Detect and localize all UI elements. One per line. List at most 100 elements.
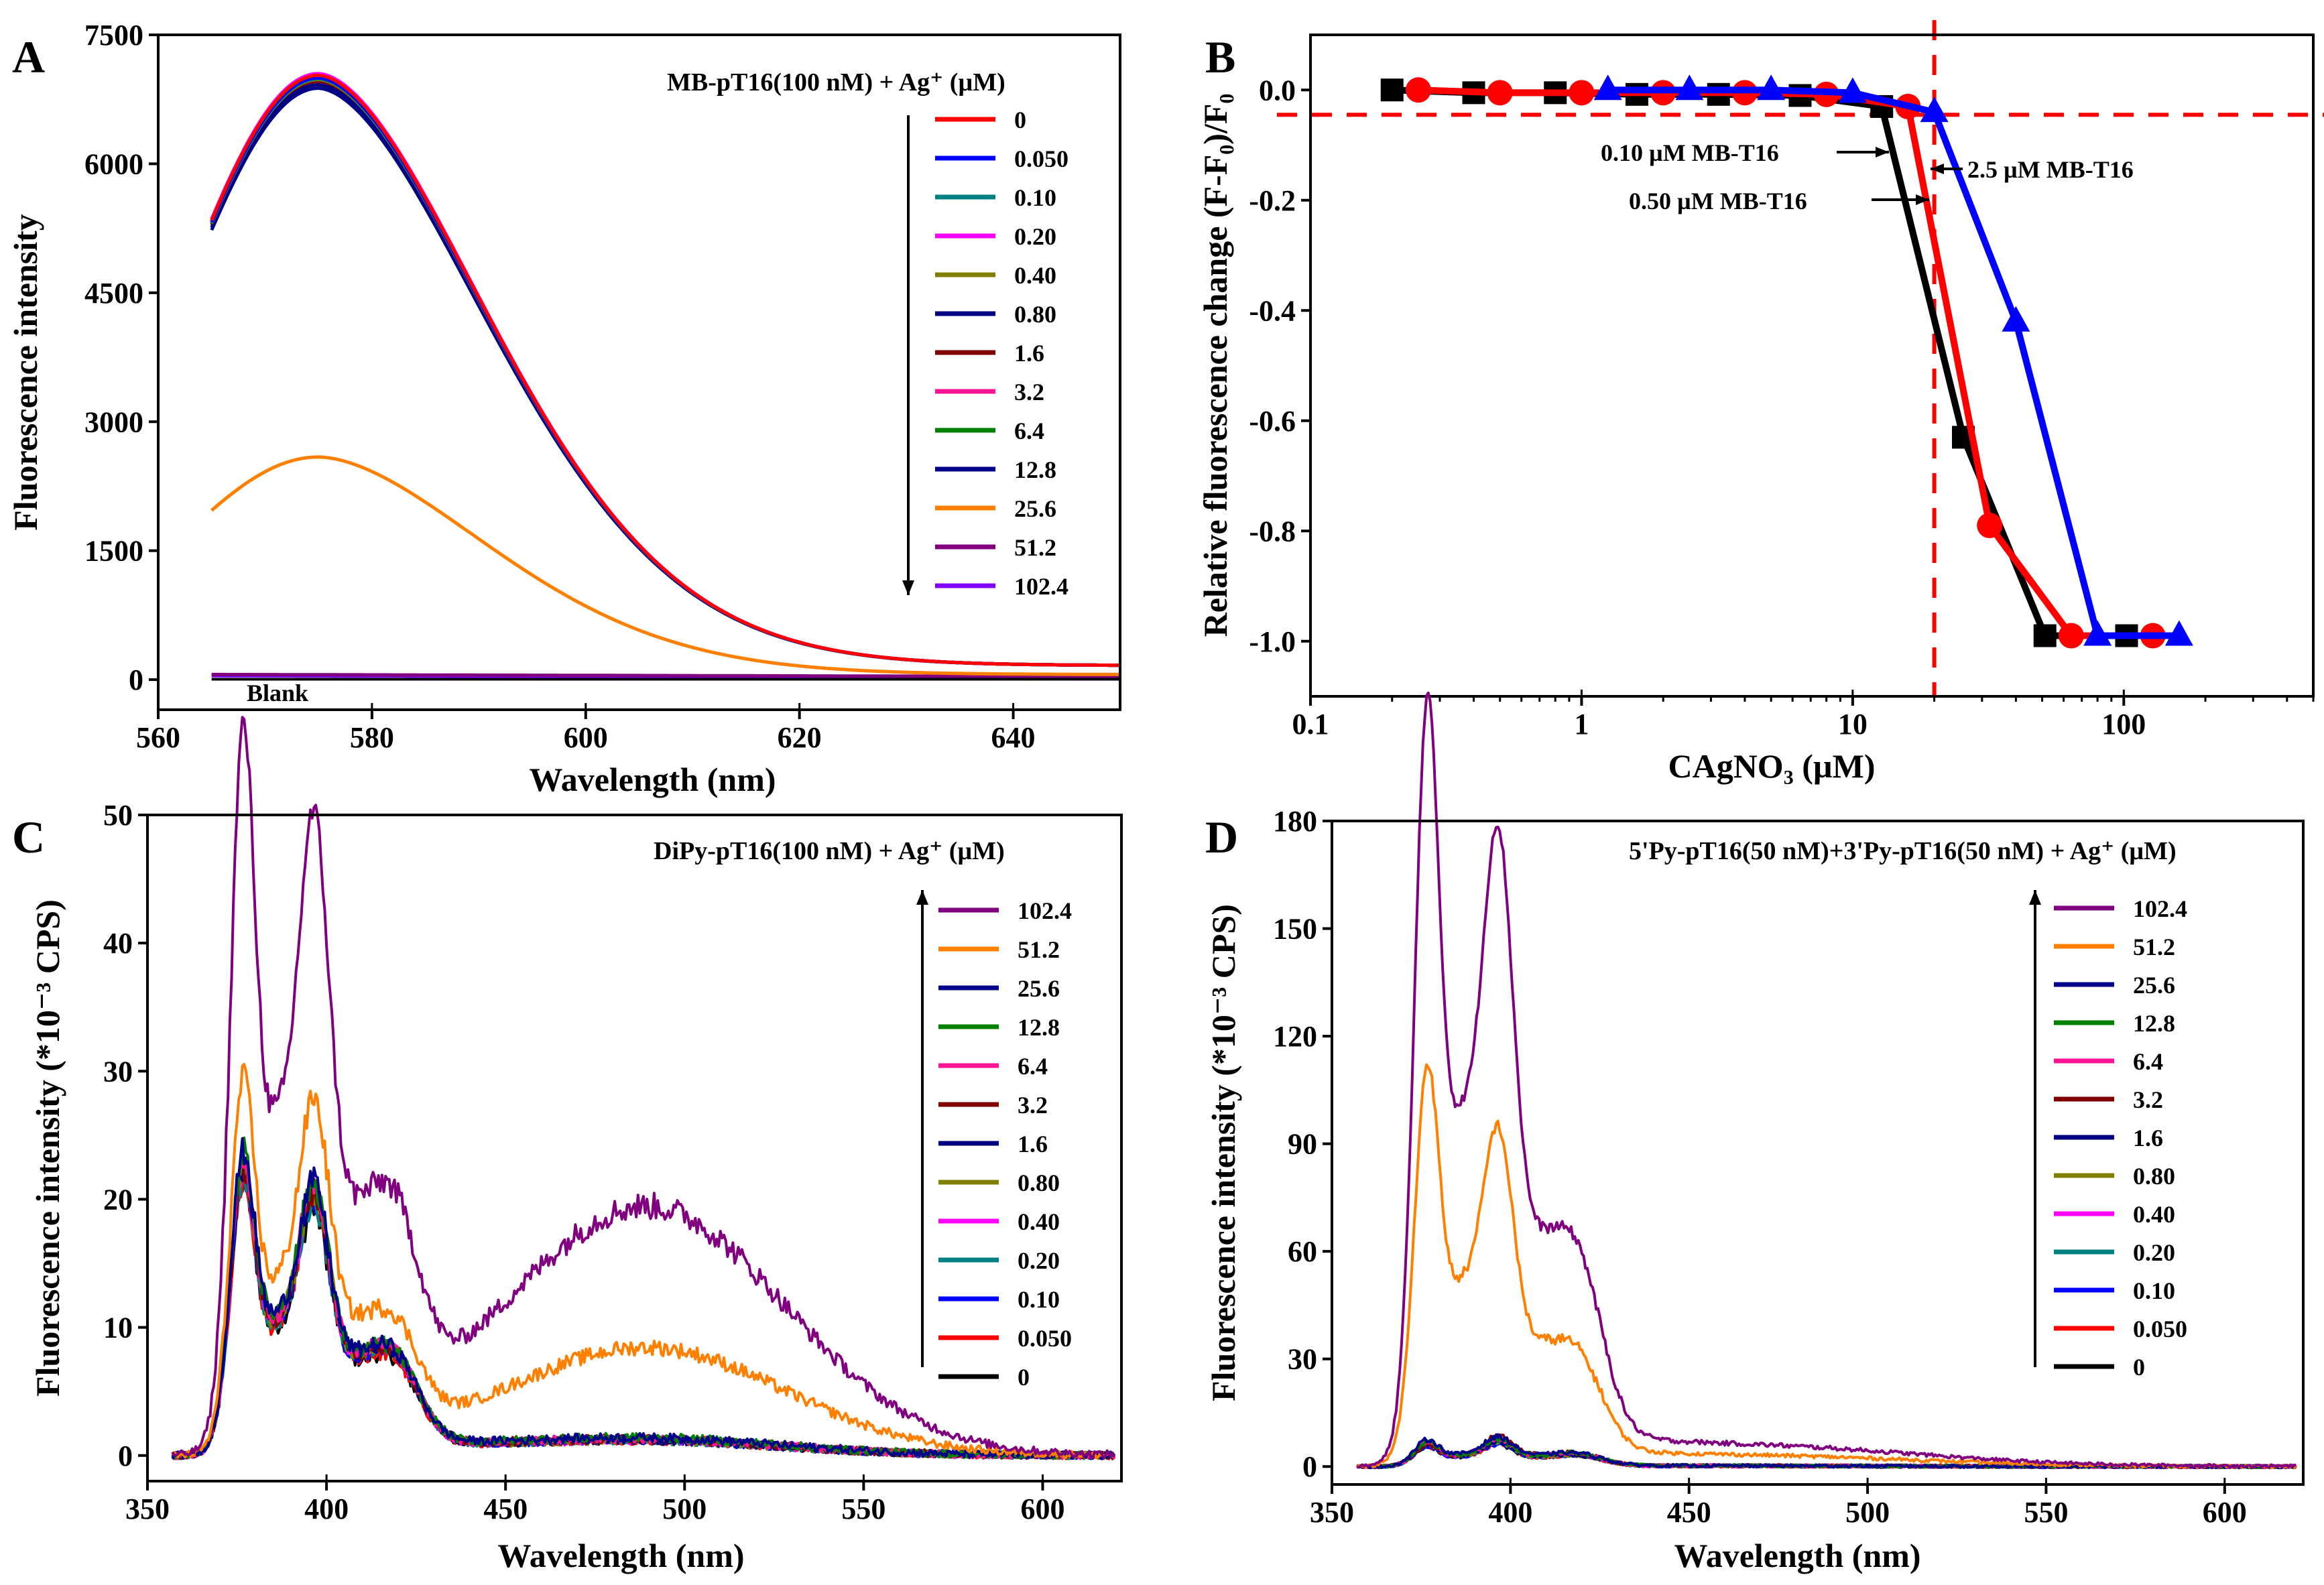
panel-a-y-tick-label: 3000 [84, 405, 143, 438]
panel-a-legend-label: 51.2 [1014, 534, 1056, 561]
panel-a-legend-label: 0 [1014, 107, 1026, 133]
panel-d-x-tick-label: 500 [1845, 1496, 1890, 1529]
panel-a-legend-label: 102.4 [1014, 573, 1068, 600]
panel-d-legend-title: 5'Py-pT16(50 nM)+3'Py-pT16(50 nM) + Ag⁺ … [1629, 837, 2177, 865]
panel-b-series-label-2: 2.5 µM MB-T16 [1967, 156, 2134, 183]
panel-c-y-tick-label: 0 [118, 1440, 133, 1472]
panel-b-series-line [1607, 86, 2179, 639]
panel-d-x-tick-label: 600 [2203, 1496, 2247, 1529]
panel-b-point [2033, 624, 2057, 647]
panel-b-point [1920, 97, 1949, 123]
panel-a-x-tick-label: 640 [991, 721, 1036, 754]
panel-a-y-tick-label: 1500 [84, 535, 143, 568]
panel-b-point [1569, 80, 1595, 106]
panel-d-legend-label: 0.40 [2133, 1201, 2175, 1228]
panel-d-legend-label: 102.4 [2133, 895, 2187, 922]
panel-d-x-axis-title: Wavelength (nm) [1674, 1537, 1920, 1574]
panel-c-series-line [171, 1063, 1115, 1460]
panel-d-legend-label: 6.4 [2133, 1048, 2163, 1075]
panel-a-legend-label: 3.2 [1014, 379, 1044, 405]
panel-c-y-tick-label: 20 [103, 1183, 133, 1216]
panel-c-legend-label: 0.80 [1018, 1169, 1060, 1196]
panel-a-y-axis-title: Fluorescence intensity [7, 214, 44, 531]
panel-d-y-tick-label: 180 [1273, 805, 1317, 838]
panel-c-legend-label: 3.2 [1018, 1092, 1048, 1119]
panel-a-plot-frame [157, 34, 1121, 711]
panel-a-y-tick-label: 0 [129, 663, 143, 696]
panel-a-y-tick-label: 4500 [84, 277, 143, 310]
panel-c-y-axis-title: Fluorescence intensity (*10⁻³ CPS) [29, 899, 66, 1397]
panel-b-plot-frame [1309, 34, 2315, 698]
panel-b-x-tick-label: 1 [1574, 708, 1589, 741]
panel-c-y-tick-label: 30 [103, 1055, 133, 1088]
panel-b-y-tick-label: -0.4 [1249, 294, 1296, 327]
panel-d-legend-label: 3.2 [2133, 1086, 2163, 1113]
panel-d-y-tick-label: 30 [1288, 1343, 1317, 1376]
panel-d-legend-label: 0.050 [2133, 1316, 2187, 1342]
panel-c-y-tick-label: 40 [103, 927, 133, 960]
panel-d-legend-label: 51.2 [2133, 934, 2175, 960]
panel-d-x-tick-label: 450 [1667, 1496, 1711, 1529]
panel-a-series-line [211, 672, 1120, 679]
panel-c-x-tick-label: 350 [125, 1493, 170, 1525]
panel-a-series-line [210, 78, 1120, 668]
panel-a-series-line [210, 76, 1120, 668]
panel-b-point [1405, 77, 1431, 103]
panel-d-x-tick-label: 400 [1488, 1496, 1532, 1529]
panel-b-annotation-arrow-head [1876, 147, 1889, 157]
panel-c-legend-label: 51.2 [1018, 936, 1060, 963]
panel-d-y-tick-label: 0 [1302, 1450, 1317, 1483]
panel-a-legend-label: 25.6 [1014, 495, 1056, 522]
panel-b-letter: B [1205, 31, 1235, 82]
panel-a-series-line [210, 76, 1120, 668]
panel-d-y-tick-label: 120 [1273, 1020, 1317, 1053]
panel-a-legend-label: 6.4 [1014, 418, 1044, 444]
panel-c-series-line [171, 1137, 1115, 1460]
panel-d-legend-label: 0.80 [2133, 1163, 2175, 1190]
panel-c-series-line [171, 716, 1116, 1459]
panel-c-plot-frame [146, 814, 1123, 1482]
panel-b: B CAgNO₃ (µM) Relative fluorescence chan… [1197, 20, 2324, 785]
panel-a-series-line [210, 74, 1120, 668]
panel-c-legend-label: 12.8 [1018, 1014, 1060, 1041]
panel-d-x-tick-label: 350 [1310, 1496, 1354, 1529]
panel-d-legend-label: 0.10 [2133, 1277, 2175, 1304]
panel-a-series-line [210, 455, 1120, 676]
panel-d-series-line [1357, 691, 2297, 1469]
panel-c-series-line [171, 1175, 1115, 1460]
panel-c-x-tick-label: 450 [483, 1493, 528, 1525]
panel-d-legend-arrow-head [2029, 890, 2041, 905]
panel-a-x-axis-title: Wavelength (nm) [529, 761, 776, 798]
panel-d-plot-frame [1331, 820, 2305, 1486]
panel-b-x-tick-label: 100 [2101, 708, 2146, 741]
panel-c-legend-label: 0.050 [1018, 1325, 1072, 1352]
panel-c-x-axis-title: Wavelength (nm) [497, 1537, 744, 1574]
panel-b-y-axis-title: Relative fluorescence change (F-F₀)/F₀ [1197, 94, 1234, 637]
panel-a-legend-label: 1.6 [1014, 340, 1044, 367]
panel-b-series-label-1: 0.50 µM MB-T16 [1629, 188, 1807, 214]
panel-b-series-label-0: 0.10 µM MB-T16 [1601, 139, 1779, 166]
panel-b-y-tick-label: -0.6 [1249, 405, 1296, 438]
panel-a-x-tick-label: 620 [778, 721, 822, 754]
panel-c-legend-label: 0.40 [1018, 1208, 1060, 1235]
panel-d-legend-label: 1.6 [2133, 1125, 2163, 1151]
panel-b-x-tick-label: 0.1 [1292, 708, 1329, 741]
panel-a-y-tick-label: 6000 [84, 147, 143, 180]
panel-a-x-tick-label: 560 [136, 721, 180, 754]
panel-d: D Wavelength (nm) Fluorescence intensity… [1205, 691, 2305, 1574]
panel-c-x-tick-label: 400 [304, 1493, 349, 1525]
panel-b-point [1838, 77, 1867, 103]
panel-b-point [1487, 80, 1513, 106]
panel-c-legend-label: 0 [1018, 1364, 1030, 1391]
panel-a-series-line [210, 73, 1120, 668]
panel-a-legend-label: 0.40 [1014, 262, 1056, 289]
panel-c-y-tick-label: 10 [103, 1312, 133, 1344]
panel-c-x-tick-label: 500 [662, 1493, 707, 1525]
panel-a-blank-annotation: Blank [247, 680, 308, 706]
panel-a-x-tick-label: 600 [564, 721, 608, 754]
panel-a-letter: A [12, 31, 45, 82]
panel-c-legend-label: 102.4 [1018, 897, 1072, 924]
panel-b-point [1757, 74, 1786, 101]
panel-a-legend-label: 0.80 [1014, 301, 1056, 328]
